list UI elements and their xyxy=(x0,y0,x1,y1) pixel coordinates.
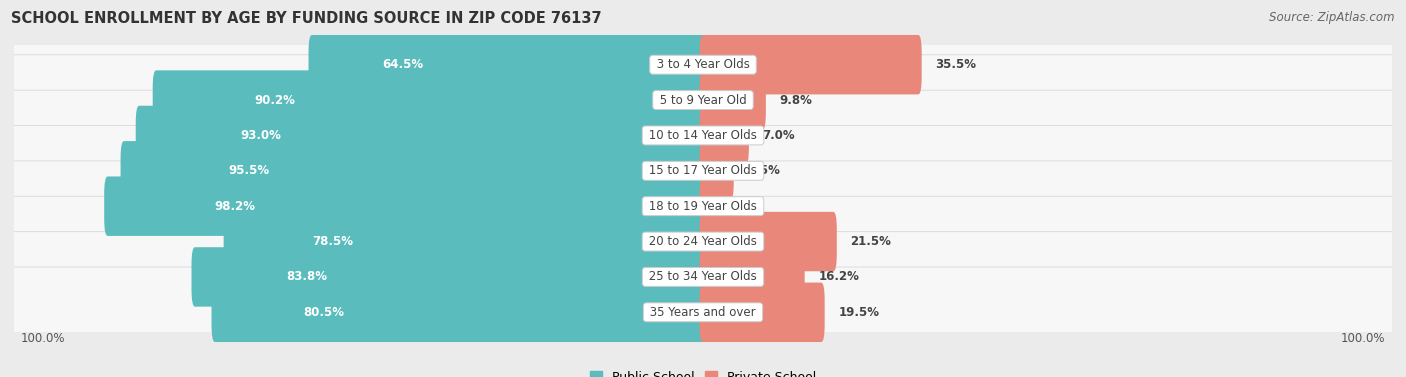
Text: SCHOOL ENROLLMENT BY AGE BY FUNDING SOURCE IN ZIP CODE 76137: SCHOOL ENROLLMENT BY AGE BY FUNDING SOUR… xyxy=(11,11,602,26)
Text: 19.5%: 19.5% xyxy=(838,306,879,319)
Text: 83.8%: 83.8% xyxy=(287,270,328,284)
FancyBboxPatch shape xyxy=(224,212,706,271)
Text: Source: ZipAtlas.com: Source: ZipAtlas.com xyxy=(1270,11,1395,24)
FancyBboxPatch shape xyxy=(8,267,1398,357)
FancyBboxPatch shape xyxy=(700,141,734,201)
FancyBboxPatch shape xyxy=(136,106,706,165)
FancyBboxPatch shape xyxy=(700,70,766,130)
Text: 100.0%: 100.0% xyxy=(21,332,66,345)
FancyBboxPatch shape xyxy=(700,106,749,165)
Legend: Public School, Private School: Public School, Private School xyxy=(585,366,821,377)
FancyBboxPatch shape xyxy=(8,90,1398,181)
Text: 35.5%: 35.5% xyxy=(935,58,976,71)
Text: 78.5%: 78.5% xyxy=(312,235,354,248)
Text: 15 to 17 Year Olds: 15 to 17 Year Olds xyxy=(645,164,761,177)
FancyBboxPatch shape xyxy=(700,247,804,307)
Text: 3 to 4 Year Olds: 3 to 4 Year Olds xyxy=(652,58,754,71)
FancyBboxPatch shape xyxy=(700,176,717,236)
FancyBboxPatch shape xyxy=(104,176,706,236)
FancyBboxPatch shape xyxy=(191,247,706,307)
Text: 95.5%: 95.5% xyxy=(228,164,270,177)
Text: 10 to 14 Year Olds: 10 to 14 Year Olds xyxy=(645,129,761,142)
Text: 98.2%: 98.2% xyxy=(215,200,256,213)
Text: 93.0%: 93.0% xyxy=(240,129,281,142)
Text: 80.5%: 80.5% xyxy=(302,306,344,319)
FancyBboxPatch shape xyxy=(211,283,706,342)
Text: 25 to 34 Year Olds: 25 to 34 Year Olds xyxy=(645,270,761,284)
FancyBboxPatch shape xyxy=(8,161,1398,251)
Text: 7.0%: 7.0% xyxy=(762,129,796,142)
Text: 35 Years and over: 35 Years and over xyxy=(647,306,759,319)
Text: 18 to 19 Year Olds: 18 to 19 Year Olds xyxy=(645,200,761,213)
FancyBboxPatch shape xyxy=(8,55,1398,146)
Text: 100.0%: 100.0% xyxy=(1340,332,1385,345)
Text: 4.5%: 4.5% xyxy=(748,164,780,177)
Text: 64.5%: 64.5% xyxy=(382,58,423,71)
FancyBboxPatch shape xyxy=(153,70,706,130)
FancyBboxPatch shape xyxy=(700,35,922,94)
Text: 9.8%: 9.8% xyxy=(780,93,813,107)
FancyBboxPatch shape xyxy=(8,231,1398,322)
FancyBboxPatch shape xyxy=(8,20,1398,110)
FancyBboxPatch shape xyxy=(700,212,837,271)
Text: 21.5%: 21.5% xyxy=(851,235,891,248)
FancyBboxPatch shape xyxy=(308,35,706,94)
FancyBboxPatch shape xyxy=(8,196,1398,287)
Text: 5 to 9 Year Old: 5 to 9 Year Old xyxy=(655,93,751,107)
FancyBboxPatch shape xyxy=(8,126,1398,216)
FancyBboxPatch shape xyxy=(121,141,706,201)
Text: 1.8%: 1.8% xyxy=(731,200,763,213)
FancyBboxPatch shape xyxy=(700,283,825,342)
Text: 20 to 24 Year Olds: 20 to 24 Year Olds xyxy=(645,235,761,248)
Text: 16.2%: 16.2% xyxy=(818,270,859,284)
Text: 90.2%: 90.2% xyxy=(254,93,295,107)
